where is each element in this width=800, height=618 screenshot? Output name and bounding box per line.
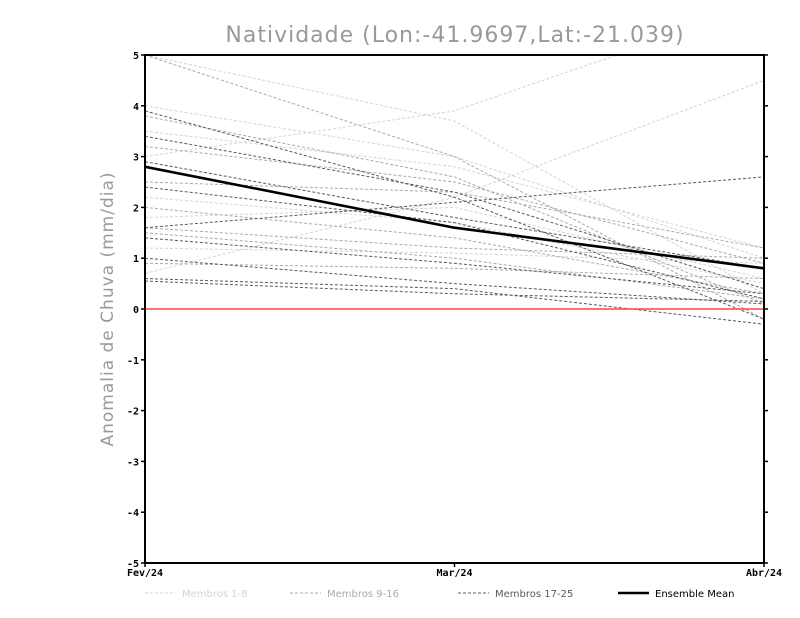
member-line-group3-8 [145, 161, 764, 269]
member-line-group3-3 [145, 186, 764, 300]
member-line-group3-4 [145, 176, 764, 229]
member-line-group2-6 [145, 55, 764, 320]
member-line-group2-3 [145, 232, 764, 300]
chart-title: Natividade (Lon:-41.9697,Lat:-21.039) [225, 23, 684, 48]
ensemble-members [145, 55, 764, 325]
y-tick-label: -4 [127, 508, 139, 519]
y-tick-label: -5 [127, 559, 139, 570]
y-tick-label: -3 [127, 457, 139, 468]
y-tick-label: 5 [133, 51, 139, 62]
legend: Membros 1-8 Membros 9-16 Membros 17-25 Ense… [145, 589, 734, 600]
member-line-group1-4 [145, 206, 764, 280]
member-line-group1-7 [145, 55, 764, 295]
x-tick-label: Mar/24 [436, 568, 472, 579]
member-line-group3-7 [145, 237, 764, 295]
y-tick-label: 2 [133, 203, 139, 214]
y-tick-label: 3 [133, 153, 139, 164]
member-line-group2-1 [145, 145, 764, 264]
y-tick-label: -2 [127, 407, 139, 418]
member-line-group2-8 [145, 227, 764, 259]
member-line-group1-6 [145, 130, 764, 249]
member-line-group3-2 [145, 135, 764, 290]
x-tick-label: Fev/24 [127, 568, 163, 579]
member-line-group1-8 [145, 247, 764, 264]
member-line-group3-9 [145, 280, 764, 302]
legend-label: Ensemble Mean [655, 589, 734, 600]
ensemble-mean-line [145, 165, 764, 270]
x-tick-label: Abr/24 [746, 568, 782, 579]
y-axis-label: Anomalia de Chuva (mm/dia) [98, 171, 118, 446]
y-tick-label: 1 [133, 254, 139, 265]
member-line-group2-5 [145, 262, 764, 280]
member-line-group3-1 [145, 110, 764, 320]
member-line-group3-5 [145, 257, 764, 305]
y-tick-label: 0 [133, 305, 139, 316]
member-line-group3-6 [145, 278, 764, 325]
legend-label: Membros 17-25 [495, 589, 573, 600]
member-line-group1-1 [145, 105, 764, 259]
legend-label: Membros 1-8 [182, 589, 248, 600]
member-line-group1-2 [145, 55, 619, 158]
ensemble-mean-layer [145, 165, 764, 310]
y-tick-label: -1 [127, 356, 139, 367]
y-tick-label: 4 [133, 102, 139, 113]
member-line-group2-4 [145, 115, 764, 305]
legend-label: Membros 9-16 [327, 589, 399, 600]
axes: -5 -4 -3 -2 -1 0 1 2 3 4 5 Fev/24 Mar/24 Abr/24 [127, 51, 782, 579]
member-line-group1-3 [145, 79, 764, 274]
